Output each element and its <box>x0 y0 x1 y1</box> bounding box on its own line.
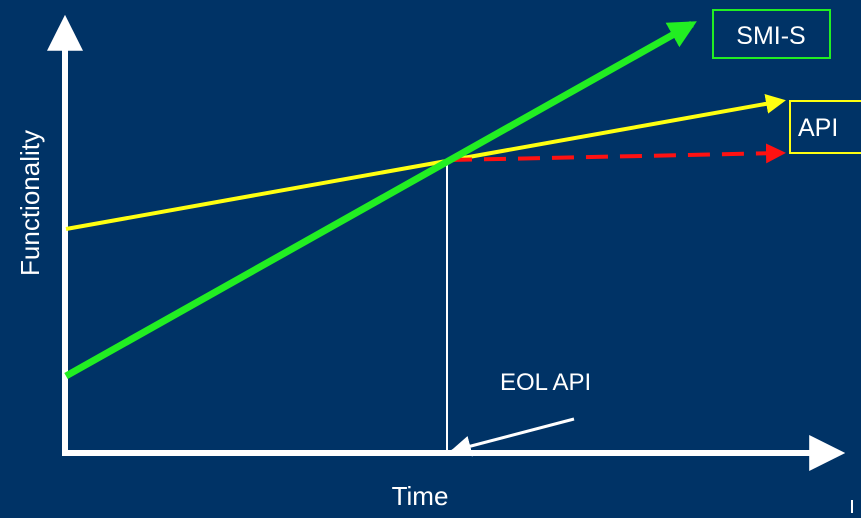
api-label: API <box>798 114 838 142</box>
api-eol-dashed-line <box>449 143 786 164</box>
api-line <box>65 93 786 231</box>
smi-s-line <box>64 20 697 380</box>
y-axis-label: Functionality <box>15 130 45 276</box>
smi-s-label: SMI-S <box>736 22 805 50</box>
eol-pointer-arrow <box>449 417 575 457</box>
eol-api-label: EOL API <box>500 369 591 396</box>
api-label-box <box>789 100 861 154</box>
smi-s-label-box <box>712 9 831 59</box>
x-axis-label: Time <box>392 481 449 511</box>
